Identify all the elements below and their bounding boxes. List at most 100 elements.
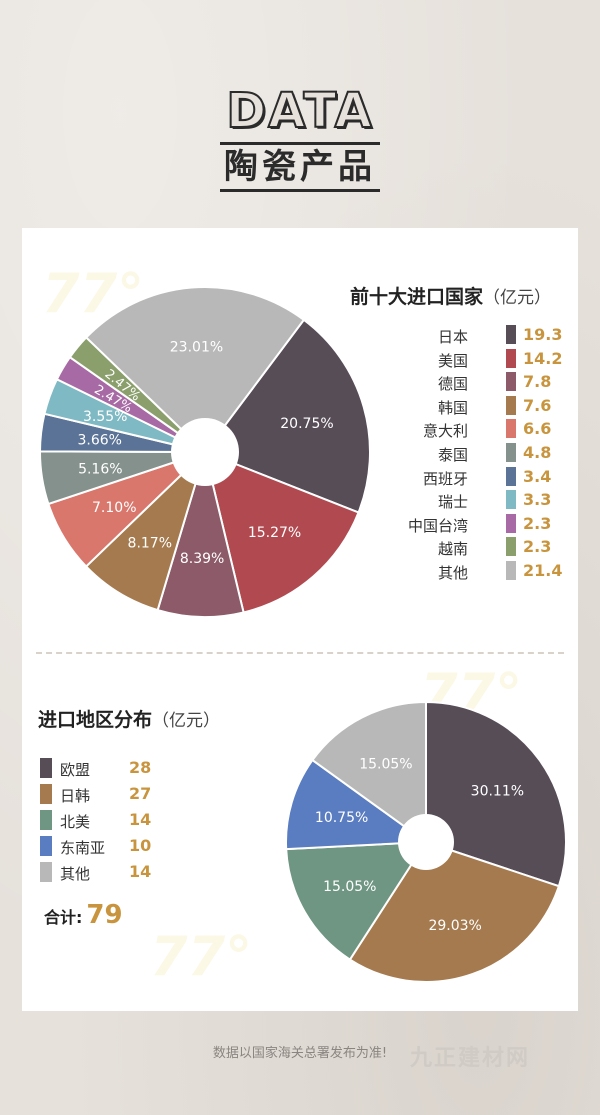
legend-row: 西班牙 3.4 xyxy=(350,465,570,489)
legend-label: 西班牙 xyxy=(422,469,468,488)
header: DATA 陶瓷产品 xyxy=(0,83,600,192)
legend-value: 6.6 xyxy=(523,419,552,439)
chart-title-regions: 进口地区分布（亿元） xyxy=(38,709,221,731)
legend-label: 美国 xyxy=(437,351,468,370)
legend-label: 欧盟 xyxy=(60,761,91,779)
legend-row: 美国 14.2 xyxy=(350,347,570,371)
regions-slice-1 xyxy=(348,840,561,983)
legend-value: 14 xyxy=(129,862,152,881)
legend-value: 2.3 xyxy=(523,513,552,533)
legend-swatch xyxy=(506,419,516,439)
legend-swatch xyxy=(40,836,52,856)
legend-row: 越南 2.3 xyxy=(350,535,570,559)
regions-percent-label: 15.05% xyxy=(359,757,412,773)
regions-slice-0 xyxy=(425,700,567,888)
legend-swatch xyxy=(506,537,516,557)
countries-percent-label: 3.55% xyxy=(83,409,127,425)
legend-row: 北美 14 xyxy=(40,808,170,834)
legend-row: 瑞士 3.3 xyxy=(350,488,570,512)
legend-swatch xyxy=(506,560,516,580)
legend-value: 21.4 xyxy=(523,560,563,580)
footer-note: 数据以国家海关总署发布为准! xyxy=(212,1046,388,1061)
countries-percent-label: 5.16% xyxy=(78,462,122,478)
total-value: 79 xyxy=(86,900,123,930)
legend-value: 14.2 xyxy=(523,348,563,368)
legend-countries: 前十大进口国家（亿元） 日本 19.3 美国 14.2 德国 7.8 韩国 7.6 意大利 6.6… xyxy=(350,282,570,583)
regions-percent-label: 30.11% xyxy=(471,784,524,800)
legend-label: 瑞士 xyxy=(437,493,468,512)
countries-percent-label: 8.17% xyxy=(128,535,172,551)
regions-donut-hole xyxy=(398,814,454,870)
legend-swatch xyxy=(40,784,52,804)
legend-row: 东南亚 10 xyxy=(40,834,170,860)
legend-value: 3.4 xyxy=(523,466,552,486)
legend-row: 意大利 6.6 xyxy=(350,417,570,441)
countries-percent-label: 23.01% xyxy=(170,339,223,355)
legend-value: 7.6 xyxy=(523,395,552,415)
legend-label: 意大利 xyxy=(422,422,468,441)
countries-slice-10 xyxy=(84,286,306,454)
countries-percent-label: 7.10% xyxy=(92,500,136,516)
regions-slice-3 xyxy=(285,758,429,851)
legend-swatch xyxy=(506,372,516,392)
legend-row: 日韩 27 xyxy=(40,782,170,808)
regions-percent-label: 29.03% xyxy=(428,918,481,934)
legend-row: 德国 7.8 xyxy=(350,370,570,394)
legend-swatch xyxy=(506,325,516,344)
legend-swatch xyxy=(40,758,52,778)
legend-label: 越南 xyxy=(437,540,468,559)
legend-row: 中国台湾 2.3 xyxy=(350,512,570,536)
legend-label: 中国台湾 xyxy=(407,516,468,535)
countries-slice-1 xyxy=(203,450,360,614)
legend-label: 其他 xyxy=(437,563,468,582)
legend-regions: 欧盟 28 日韩 27 北美 14 东南亚 10 其他 14 xyxy=(40,756,170,886)
legend-value: 27 xyxy=(129,784,152,803)
legend-label: 其他 xyxy=(60,865,91,883)
countries-slice-0 xyxy=(203,318,371,514)
chart-title-countries: 前十大进口国家（亿元） xyxy=(350,286,552,308)
legend-value: 14 xyxy=(129,810,152,829)
legend-label: 北美 xyxy=(60,813,91,831)
legend-row: 欧盟 28 xyxy=(40,756,170,782)
watermark-site: 九正建材网 xyxy=(410,1046,531,1071)
legend-value: 10 xyxy=(129,836,152,855)
countries-donut-hole xyxy=(171,418,239,486)
legend-value: 19.3 xyxy=(523,325,563,344)
legend-label: 日韩 xyxy=(60,787,91,805)
page-title: 陶瓷产品 xyxy=(220,142,380,192)
legend-swatch xyxy=(506,490,516,510)
legend-label: 德国 xyxy=(437,375,468,394)
legend-row: 韩国 7.6 xyxy=(350,394,570,418)
total-summary: 合计: 79 xyxy=(44,900,123,930)
legend-swatch xyxy=(506,395,516,415)
legend-row: 其他 14 xyxy=(40,860,170,886)
regions-slice-2 xyxy=(285,840,428,961)
legend-swatch xyxy=(506,513,516,533)
legend-value: 2.3 xyxy=(523,537,552,557)
regions-percent-label: 15.05% xyxy=(323,879,376,895)
data-heading: DATA xyxy=(225,83,374,139)
countries-percent-label: 8.39% xyxy=(180,551,224,567)
countries-percent-label: 15.27% xyxy=(248,525,301,541)
countries-percent-label: 20.75% xyxy=(280,416,333,432)
legend-swatch xyxy=(40,810,52,830)
total-label: 合计: xyxy=(44,908,83,927)
legend-value: 3.3 xyxy=(523,490,552,510)
legend-label: 韩国 xyxy=(437,398,468,417)
legend-swatch xyxy=(40,862,52,882)
legend-swatch xyxy=(506,348,516,368)
legend-row: 泰国 4.8 xyxy=(350,441,570,465)
legend-row: 日本 19.3 xyxy=(350,323,570,347)
legend-swatch xyxy=(506,442,516,462)
legend-value: 28 xyxy=(129,758,152,777)
legend-value: 4.8 xyxy=(523,442,552,462)
regions-percent-label: 10.75% xyxy=(315,810,368,826)
countries-percent-label: 3.66% xyxy=(78,432,122,448)
legend-label: 东南亚 xyxy=(60,839,106,857)
section-divider xyxy=(36,652,564,654)
legend-label: 日本 xyxy=(437,328,468,346)
legend-value: 7.8 xyxy=(523,372,552,392)
legend-swatch xyxy=(506,466,516,486)
legend-label: 泰国 xyxy=(437,445,468,464)
